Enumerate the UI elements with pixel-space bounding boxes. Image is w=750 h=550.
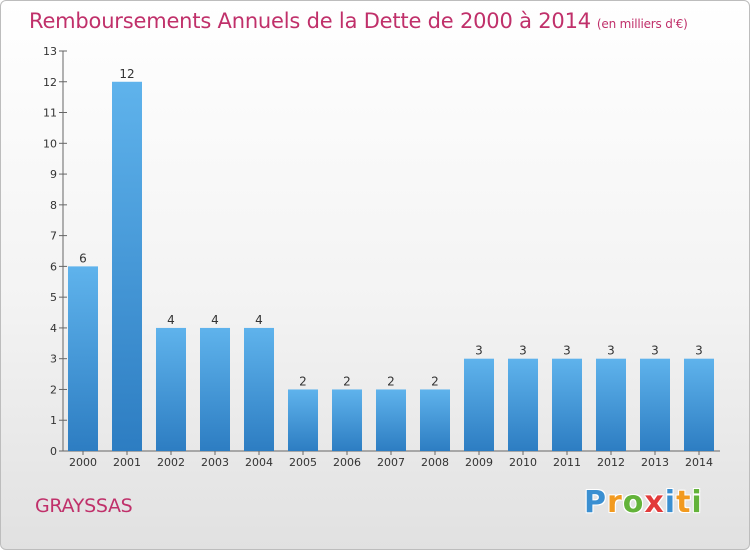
logo-letter: r — [607, 485, 623, 520]
y-tick-label: 2 — [50, 383, 57, 396]
value-label-2010: 3 — [519, 344, 527, 358]
value-label-2007: 2 — [387, 374, 395, 388]
x-tick-label-2007: 2007 — [377, 456, 405, 469]
value-label-2014: 3 — [695, 344, 703, 358]
logo-letter: P — [584, 485, 607, 520]
proxiti-logo: Proxiti — [584, 485, 703, 520]
value-label-2011: 3 — [563, 344, 571, 358]
x-tick-label-2001: 2001 — [113, 456, 141, 469]
x-tick-label-2006: 2006 — [333, 456, 361, 469]
value-label-2002: 4 — [167, 313, 175, 327]
chart-value-labels: 6 12 4 4 4 2 2 2 2 3 3 3 3 3 3 — [79, 67, 703, 389]
bar-2006 — [332, 389, 362, 451]
x-tick-label-2000: 2000 — [69, 456, 97, 469]
bar-2003 — [200, 327, 230, 451]
bar-2011 — [552, 358, 582, 451]
bar-2001 — [112, 81, 142, 452]
value-label-2006: 2 — [343, 374, 351, 388]
bar-2002 — [156, 327, 186, 451]
y-tick-label: 3 — [50, 353, 57, 366]
y-tick-label: 5 — [50, 291, 57, 304]
y-tick-label: 11 — [43, 107, 57, 120]
logo-letter: x — [644, 485, 665, 520]
value-label-2013: 3 — [651, 344, 659, 358]
chart-bars — [68, 81, 714, 452]
logo-letter: i — [664, 485, 677, 520]
x-tick-label-2012: 2012 — [597, 456, 625, 469]
bar-2013 — [640, 358, 670, 451]
value-label-2000: 6 — [79, 251, 87, 265]
logo-letter: i — [691, 485, 703, 520]
logo-letter: o — [622, 485, 645, 520]
y-tick-label: 13 — [43, 45, 57, 58]
y-tick-label: 1 — [50, 414, 57, 427]
y-tick-label: 9 — [50, 168, 57, 181]
value-label-2004: 4 — [255, 313, 263, 327]
value-label-2009: 3 — [475, 344, 483, 358]
y-tick-label: 0 — [50, 445, 57, 458]
value-label-2001: 12 — [119, 67, 134, 81]
x-tick-label-2002: 2002 — [157, 456, 185, 469]
chart-title-text: Remboursements Annuels de la Dette de 20… — [29, 9, 591, 33]
chart-title: Remboursements Annuels de la Dette de 20… — [29, 9, 688, 33]
bar-2009 — [464, 358, 494, 451]
x-tick-label-2008: 2008 — [421, 456, 449, 469]
x-tick-label-2005: 2005 — [289, 456, 317, 469]
bar-2000 — [68, 266, 98, 451]
y-tick-label: 8 — [50, 199, 57, 212]
x-tick-label-2013: 2013 — [641, 456, 669, 469]
bar-2007 — [376, 389, 406, 451]
value-label-2003: 4 — [211, 313, 219, 327]
y-tick-label: 12 — [43, 76, 57, 89]
y-tick-label: 10 — [43, 137, 57, 150]
x-tick-label-2009: 2009 — [465, 456, 493, 469]
x-tick-label-2014: 2014 — [685, 456, 713, 469]
y-tick-label: 7 — [50, 230, 57, 243]
x-tick-label-2003: 2003 — [201, 456, 229, 469]
y-tick-label: 4 — [50, 322, 57, 335]
commune-name: GRAYSSAS — [35, 495, 133, 517]
bar-2012 — [596, 358, 626, 451]
value-label-2008: 2 — [431, 374, 439, 388]
x-tick-label-2011: 2011 — [553, 456, 581, 469]
y-tick-label: 6 — [50, 260, 57, 273]
x-tick-label-2010: 2010 — [509, 456, 537, 469]
bar-2014 — [684, 358, 714, 451]
value-label-2012: 3 — [607, 344, 615, 358]
chart-subtitle: (en milliers d'€) — [596, 17, 688, 31]
bar-2010 — [508, 358, 538, 451]
logo-letter: t — [676, 485, 692, 520]
bar-2004 — [244, 327, 274, 451]
x-tick-label-2004: 2004 — [245, 456, 273, 469]
bar-2008 — [420, 389, 450, 451]
bar-2005 — [288, 389, 318, 451]
value-label-2005: 2 — [299, 374, 307, 388]
